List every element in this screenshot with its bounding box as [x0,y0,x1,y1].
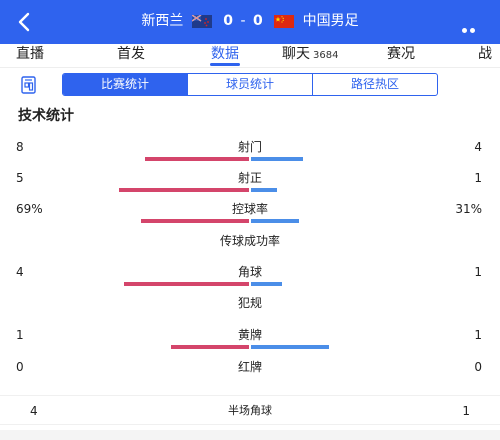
sub-tab-bar: 比赛统计 球员统计 路径热区 [0,72,500,98]
score-separator: - [240,13,246,29]
tab-chat[interactable]: 聊天 3684 [282,46,339,62]
more-options-icon[interactable] [462,18,484,52]
away-value: 1 [474,328,482,342]
tab-data[interactable]: 数据 [211,46,239,62]
bottom-strip [0,430,500,440]
section-title: 技术统计 [18,108,74,124]
stat-row-shots: 8 射门 4 [0,140,500,164]
home-score: 0 [223,13,234,29]
china-flag-icon [274,14,295,28]
home-bar [145,157,249,161]
home-value: 1 [16,328,24,342]
home-value: 5 [16,171,24,185]
away-bar [251,345,329,349]
home-value: 4 [16,265,24,279]
tab-history[interactable]: 战 [478,46,492,62]
away-score: 0 [252,13,263,29]
tab-lineup[interactable]: 首发 [117,46,145,62]
home-value: 8 [16,140,24,154]
stat-name: 传球成功率 [219,234,280,248]
back-arrow-icon[interactable] [12,8,36,36]
tab-events[interactable]: 赛况 [387,46,415,62]
away-value: 1 [462,404,470,418]
new-zealand-flag-icon [191,14,212,28]
stat-name: 控球率 [231,202,268,216]
subtab-heatmap[interactable]: 路径热区 [350,77,399,91]
away-bar [251,188,277,192]
home-bar [171,345,249,349]
stat-row-possession: 69% 控球率 31% [0,202,500,226]
away-team-name: 中国男足 [302,13,359,29]
away-value: 4 [474,140,482,154]
tabbar-divider [0,67,500,68]
away-value: 1 [474,171,482,185]
stat-name: 红牌 [237,360,262,374]
away-value: 1 [474,265,482,279]
chat-count: 3684 [313,50,339,61]
stat-name: 角球 [237,265,262,279]
stat-row-halftime-corners: 4 半场角球 1 [0,395,500,425]
home-value: 0 [16,360,24,374]
match-header: 新西兰 0 - 0 中国男足 [0,0,500,52]
home-value: 4 [30,404,38,418]
active-tab-indicator [210,63,240,66]
stat-name: 射正 [237,171,262,185]
away-bar [251,219,299,223]
home-team-name: 新西兰 [141,13,184,29]
away-value: 31% [455,202,482,216]
home-value: 69% [16,202,43,216]
main-tabs: 直播 首发 数据 聊天 3684 赛况 战 [0,44,500,66]
stat-row-corners: 4 角球 1 [0,265,500,289]
away-bar [251,282,282,286]
stat-row-shots-on-target: 5 射正 1 [0,171,500,195]
subtab-player-stats[interactable]: 球员统计 [188,74,313,95]
stats-segment-control: 比赛统计 球员统计 路径热区 [62,73,438,96]
stat-name: 黄牌 [237,328,262,342]
home-bar [141,219,249,223]
match-score-title: 新西兰 0 - 0 中国男足 [0,11,500,31]
stat-name: 射门 [237,140,262,154]
away-value: 0 [474,360,482,374]
stat-row-pass-accuracy: 传球成功率 [0,234,500,258]
stat-row-yellow-cards: 1 黄牌 1 [0,328,500,352]
stat-name: 半场角球 [228,404,272,417]
home-bar [119,188,249,192]
stat-row-fouls: 犯规 [0,296,500,320]
document-icon[interactable] [18,74,40,96]
tab-live[interactable]: 直播 [16,46,44,62]
subtab-match-stats[interactable]: 比赛统计 [63,74,188,95]
stat-row-red-cards: 0 红牌 0 [0,360,500,384]
home-bar [124,282,249,286]
away-bar [251,157,303,161]
stat-name: 犯规 [237,296,262,310]
